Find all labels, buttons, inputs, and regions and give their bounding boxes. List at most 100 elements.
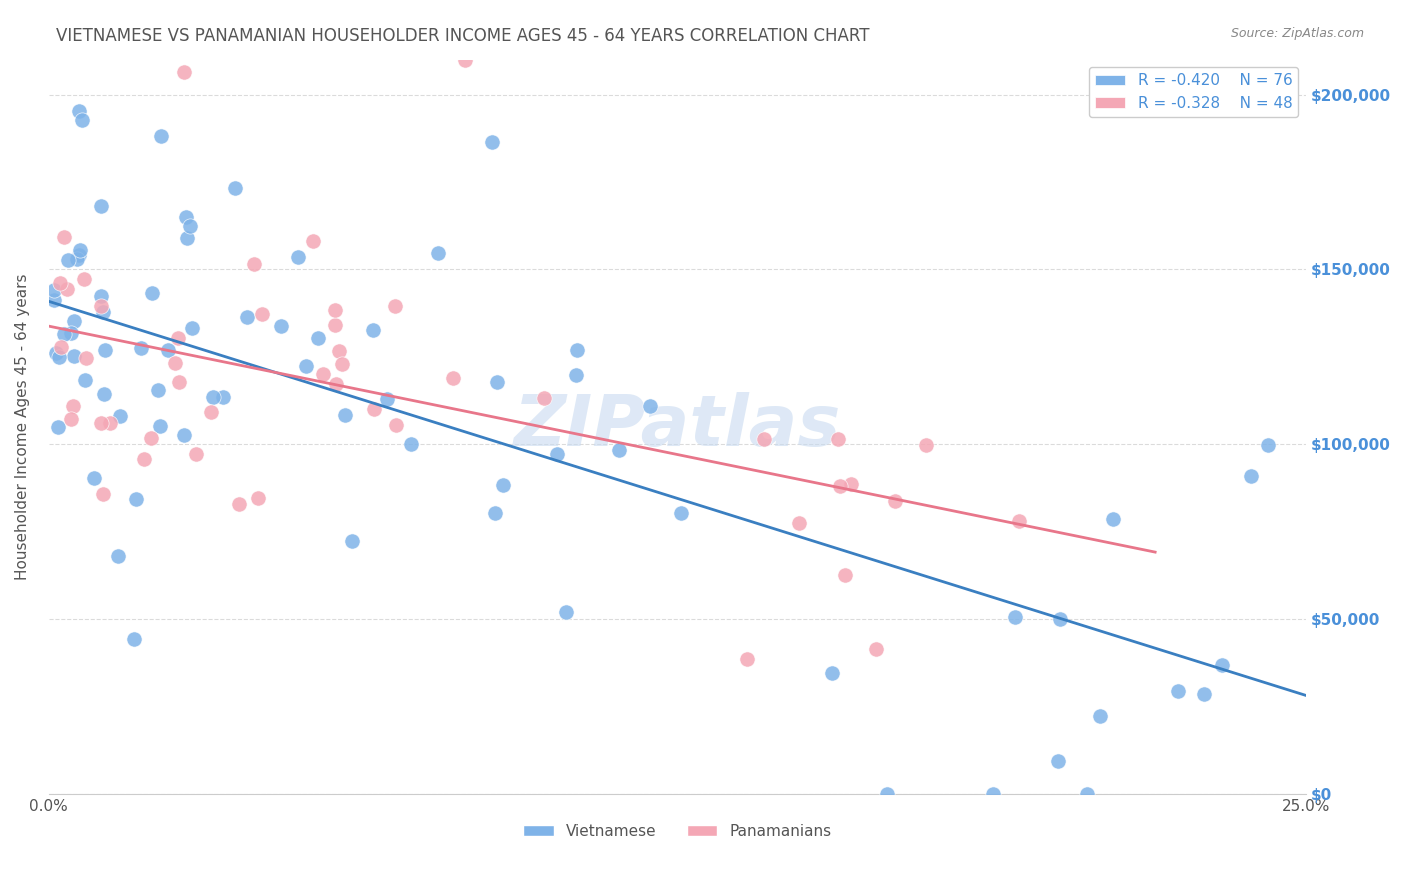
- Point: [94, 343, 117, 358]
- Point: [375, 392, 398, 407]
- Point: [236, 310, 259, 325]
- Point: [122, 632, 145, 647]
- Point: [787, 516, 810, 530]
- Point: [453, 53, 475, 67]
- Point: [1211, 658, 1233, 673]
- Text: Source: ZipAtlas.com: Source: ZipAtlas.com: [1230, 27, 1364, 40]
- Point: [865, 641, 887, 656]
- Point: [1088, 709, 1111, 723]
- Point: [180, 321, 202, 335]
- Point: [67, 104, 90, 119]
- Point: [492, 477, 515, 491]
- Point: [481, 135, 503, 149]
- Point: [312, 367, 335, 381]
- Point: [830, 479, 852, 493]
- Point: [176, 211, 198, 225]
- Point: [484, 507, 506, 521]
- Point: [200, 405, 222, 419]
- Point: [90, 299, 112, 313]
- Point: [45, 346, 67, 360]
- Point: [228, 497, 250, 511]
- Point: [52, 230, 75, 244]
- Point: [58, 252, 80, 267]
- Point: [72, 112, 94, 127]
- Point: [93, 387, 115, 401]
- Point: [49, 340, 72, 354]
- Point: [201, 391, 224, 405]
- Point: [328, 343, 350, 358]
- Point: [1076, 787, 1098, 801]
- Point: [98, 416, 121, 430]
- Point: [363, 323, 385, 337]
- Point: [399, 436, 422, 450]
- Point: [333, 409, 356, 423]
- Point: [67, 248, 90, 262]
- Point: [91, 487, 114, 501]
- Point: [141, 285, 163, 300]
- Point: [167, 331, 190, 345]
- Point: [66, 252, 89, 266]
- Point: [73, 373, 96, 387]
- Point: [330, 357, 353, 371]
- Legend: Vietnamese, Panamanians: Vietnamese, Panamanians: [517, 818, 838, 845]
- Point: [252, 307, 274, 321]
- Point: [53, 327, 76, 342]
- Point: [384, 299, 406, 313]
- Point: [49, 276, 72, 290]
- Point: [567, 343, 589, 357]
- Point: [638, 399, 661, 413]
- Point: [139, 431, 162, 445]
- Point: [146, 384, 169, 398]
- Point: [125, 491, 148, 506]
- Point: [827, 433, 849, 447]
- Point: [486, 375, 509, 389]
- Point: [176, 230, 198, 244]
- Point: [839, 477, 862, 491]
- Point: [46, 420, 69, 434]
- Point: [90, 417, 112, 431]
- Point: [294, 359, 316, 373]
- Point: [148, 418, 170, 433]
- Point: [914, 438, 936, 452]
- Point: [243, 256, 266, 270]
- Point: [224, 180, 246, 194]
- Point: [107, 549, 129, 563]
- Point: [186, 447, 208, 461]
- Point: [83, 471, 105, 485]
- Point: [90, 289, 112, 303]
- Point: [1240, 469, 1263, 483]
- Point: [179, 219, 201, 233]
- Point: [75, 351, 97, 366]
- Point: [340, 533, 363, 548]
- Point: [876, 787, 898, 801]
- Point: [173, 65, 195, 79]
- Point: [754, 433, 776, 447]
- Point: [546, 447, 568, 461]
- Point: [63, 350, 86, 364]
- Point: [211, 391, 233, 405]
- Point: [821, 665, 844, 680]
- Point: [72, 272, 94, 286]
- Point: [385, 417, 408, 432]
- Point: [555, 605, 578, 619]
- Point: [90, 199, 112, 213]
- Point: [150, 129, 173, 144]
- Point: [60, 326, 83, 341]
- Point: [56, 282, 79, 296]
- Point: [1167, 683, 1189, 698]
- Point: [363, 402, 385, 417]
- Point: [247, 491, 270, 505]
- Point: [62, 399, 84, 413]
- Point: [735, 651, 758, 665]
- Point: [323, 318, 346, 332]
- Y-axis label: Householder Income Ages 45 - 64 years: Householder Income Ages 45 - 64 years: [15, 274, 30, 580]
- Point: [42, 293, 65, 307]
- Point: [533, 391, 555, 405]
- Text: ZIPatlas: ZIPatlas: [513, 392, 841, 461]
- Point: [59, 412, 82, 426]
- Point: [270, 318, 292, 333]
- Point: [42, 283, 65, 297]
- Point: [671, 506, 693, 520]
- Point: [167, 375, 190, 389]
- Point: [173, 428, 195, 442]
